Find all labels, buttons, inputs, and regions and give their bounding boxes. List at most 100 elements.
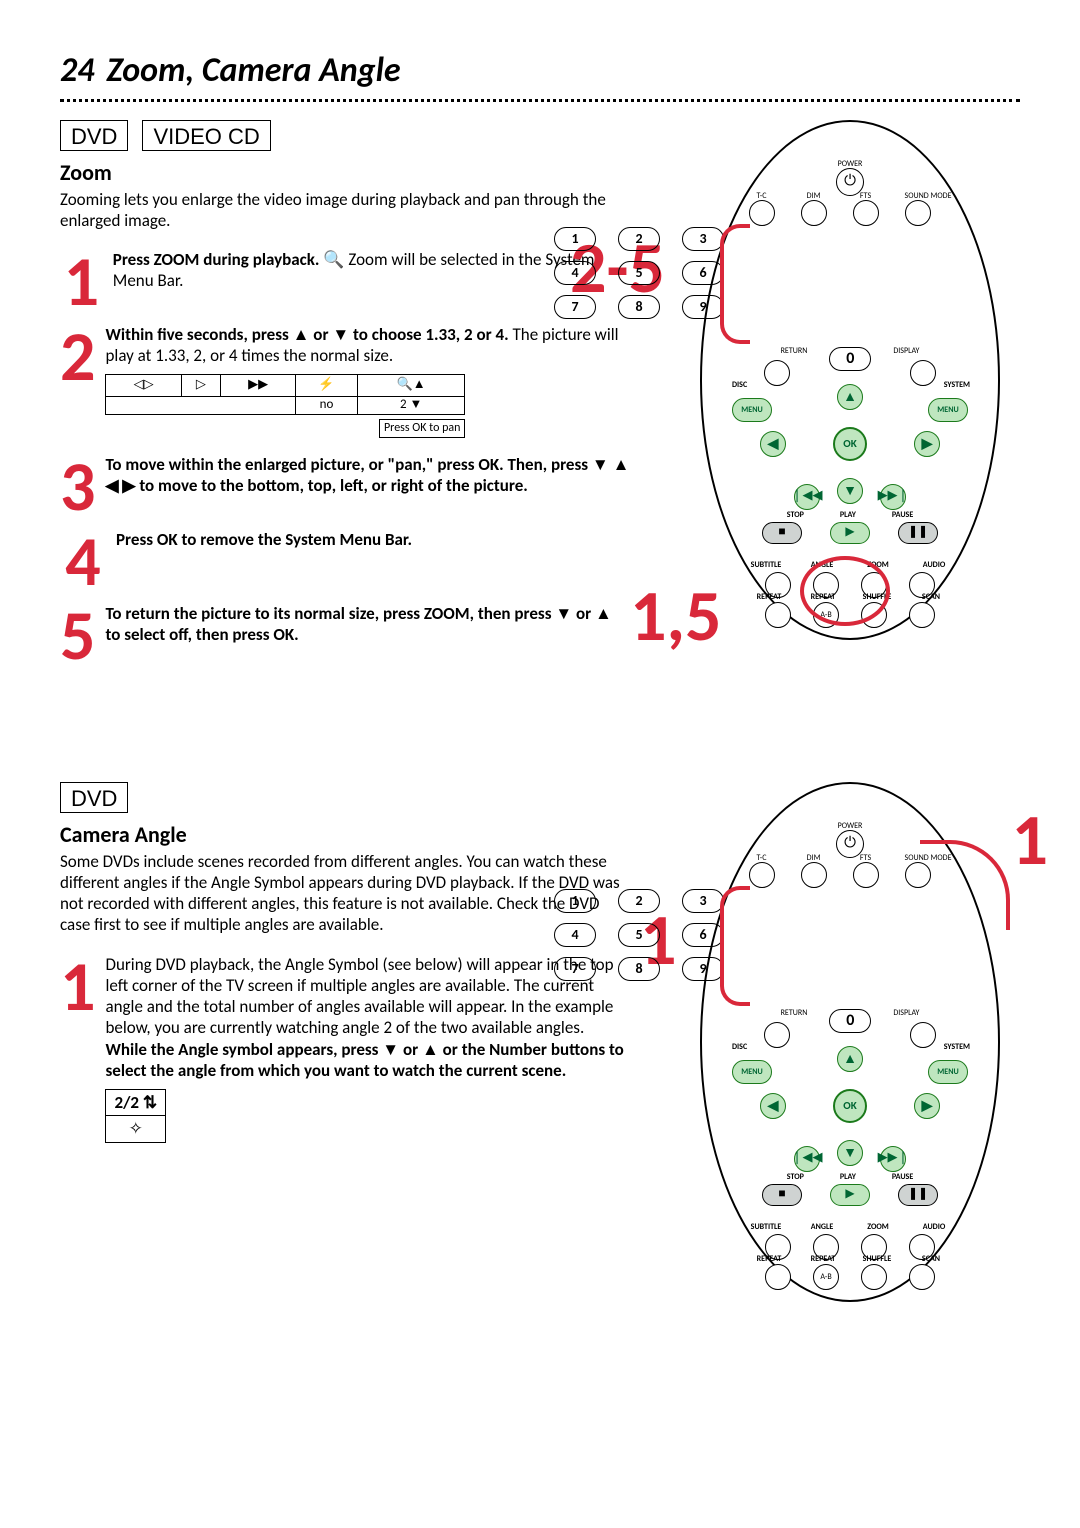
fts-button[interactable] (853, 200, 879, 226)
pause-button[interactable]: ❚❚ (898, 522, 938, 544)
stop-button[interactable]: ■ (762, 522, 802, 544)
tc-label: T-C (749, 854, 775, 862)
skip-next[interactable]: ▶▶❘ (880, 484, 906, 510)
pause-label: PAUSE (892, 510, 913, 520)
osmenu-cell: 🔍▲ (357, 375, 465, 397)
play-button[interactable]: ▶ (830, 1184, 870, 1206)
disc-label: DISC (732, 380, 747, 390)
return-button[interactable] (764, 360, 790, 386)
play-button[interactable]: ▶ (830, 522, 870, 544)
system-label: SYSTEM (944, 380, 970, 390)
num-9[interactable]: 9 (682, 295, 724, 319)
num-8[interactable]: 8 (618, 957, 660, 981)
dim-label: DIM (801, 192, 827, 200)
num-7[interactable]: 7 (554, 957, 596, 981)
play-label: PLAY (840, 1172, 856, 1182)
stop-label: STOP (787, 510, 804, 520)
skip-prev[interactable]: ❘◀◀ (794, 484, 820, 510)
audio-label: AUDIO (917, 560, 951, 570)
num-2[interactable]: 2 (618, 889, 660, 913)
num-5[interactable]: 5 (618, 261, 660, 285)
zoom-icon-inline: 🔍 (323, 249, 344, 270)
scan-button[interactable] (909, 602, 935, 628)
num-1[interactable]: 1 (554, 227, 596, 251)
fts-button[interactable] (853, 862, 879, 888)
audio-label: AUDIO (917, 1222, 951, 1232)
nav-left[interactable]: ◀ (760, 1093, 786, 1119)
step-bold: Press ZOOM during playback. (113, 249, 324, 270)
fts-label: FTS (853, 192, 879, 200)
display-label: DISPLAY (893, 1009, 919, 1017)
repeat-button[interactable] (765, 602, 791, 628)
stop-button[interactable]: ■ (762, 1184, 802, 1206)
zoom-heading: Zoom (60, 159, 630, 187)
highlight-zoom-1-5 (800, 556, 890, 626)
osmenu-cell: ▷ (181, 375, 220, 397)
step-number: 4 (60, 529, 106, 588)
return-button[interactable] (764, 1022, 790, 1048)
tc-button[interactable] (749, 200, 775, 226)
camera-heading: Camera Angle (60, 821, 630, 849)
shuffle-button[interactable] (861, 1264, 887, 1290)
num-6[interactable]: 6 (682, 923, 724, 947)
nav-left[interactable]: ◀ (760, 431, 786, 457)
step-number: 1 (60, 249, 103, 308)
display-button[interactable] (910, 1022, 936, 1048)
num-4[interactable]: 4 (554, 261, 596, 285)
soundmode-button[interactable] (905, 200, 931, 226)
num-3[interactable]: 3 (682, 889, 724, 913)
stop-label: STOP (787, 1172, 804, 1182)
ok-button[interactable]: OK (833, 427, 867, 461)
play-label: PLAY (840, 510, 856, 520)
repeat-button[interactable] (765, 1264, 791, 1290)
dim-button[interactable] (801, 200, 827, 226)
skip-next[interactable]: ▶▶❘ (880, 1146, 906, 1172)
scan-button[interactable] (909, 1264, 935, 1290)
angle-label: ANGLE (805, 1222, 839, 1232)
nav-right[interactable]: ▶ (914, 431, 940, 457)
step-number: 1 (60, 954, 95, 1013)
num-6[interactable]: 6 (682, 261, 724, 285)
num-7[interactable]: 7 (554, 295, 596, 319)
display-button[interactable] (910, 360, 936, 386)
return-label: RETURN (781, 1009, 808, 1017)
badge-dvd-2: DVD (60, 782, 128, 814)
scan-label: SCAN (914, 1254, 948, 1264)
ok-button[interactable]: OK (833, 1089, 867, 1123)
num-1[interactable]: 1 (554, 889, 596, 913)
num-8[interactable]: 8 (618, 295, 660, 319)
return-label: RETURN (781, 347, 808, 355)
camera-step-bold: While the Angle symbol appears, press ▼ … (105, 1039, 623, 1081)
camera-step-lead: During DVD playback, the Angle Symbol (s… (105, 954, 613, 1039)
step-bold: To return the picture to its normal size… (105, 603, 611, 645)
nav-up[interactable]: ▲ (837, 384, 863, 410)
osmenu-cell: no (296, 397, 358, 415)
shuffle-label: SHUFFLE (860, 1254, 894, 1264)
num-5[interactable]: 5 (618, 923, 660, 947)
power-label: POWER (836, 822, 864, 830)
ab-text: A-B (820, 1272, 831, 1282)
onscreen-menu-mock: ◁▷ ▷ ▶▶ ⚡ 🔍▲ no 2 ▼ (105, 374, 465, 438)
nav-right[interactable]: ▶ (914, 1093, 940, 1119)
dim-button[interactable] (801, 862, 827, 888)
page-number: 24 (60, 50, 94, 93)
num-9[interactable]: 9 (682, 957, 724, 981)
num-3[interactable]: 3 (682, 227, 724, 251)
fts-label: FTS (853, 854, 879, 862)
osmenu-cell: ⚡ (296, 375, 358, 397)
camera-intro: Some DVDs include scenes recorded from d… (60, 851, 630, 936)
skip-prev[interactable]: ❘◀◀ (794, 1146, 820, 1172)
press-ok-hint: Press OK to pan (379, 419, 466, 438)
osmenu-cell: 2 ▼ (357, 397, 465, 415)
highlight-numberpad (720, 886, 750, 1006)
zoom-step-3: 3 To move within the enlarged picture, o… (60, 454, 630, 513)
num-4[interactable]: 4 (554, 923, 596, 947)
num-2[interactable]: 2 (618, 227, 660, 251)
repeat-ab-button[interactable]: A-B (813, 1264, 839, 1290)
badge-videocd: VIDEO CD (142, 120, 270, 152)
angle-indicator: 2/2 ⇅ ✧ (105, 1089, 166, 1143)
tc-button[interactable] (749, 862, 775, 888)
disc-label: DISC (732, 1042, 747, 1052)
pause-button[interactable]: ❚❚ (898, 1184, 938, 1206)
nav-up[interactable]: ▲ (837, 1046, 863, 1072)
